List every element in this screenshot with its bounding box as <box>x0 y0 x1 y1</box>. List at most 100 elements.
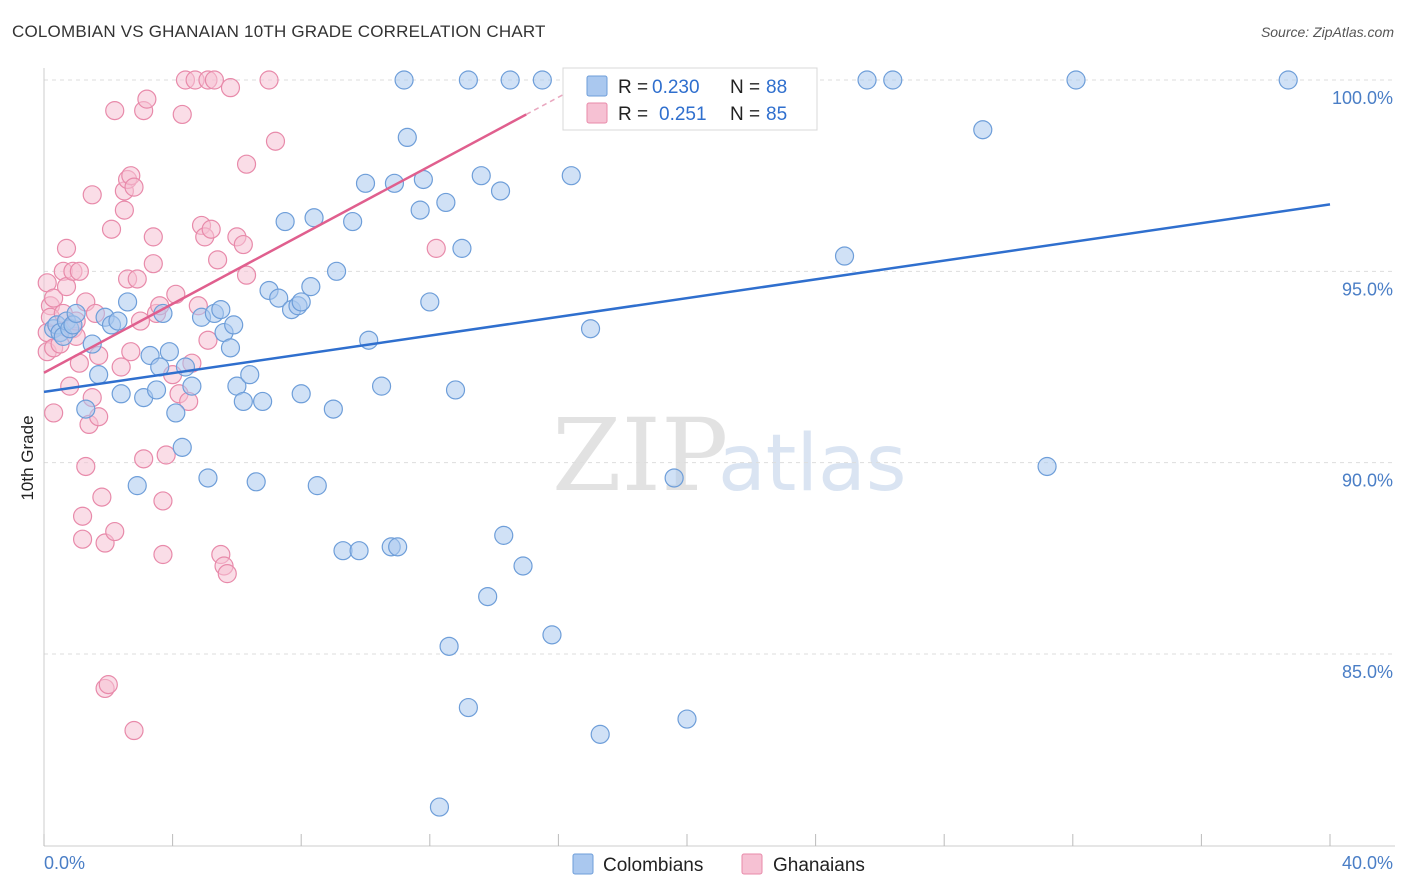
colombians-point-23 <box>166 403 186 423</box>
ghanaians-point-37 <box>111 357 131 377</box>
bottom-legend-colombians: Colombians <box>603 855 703 876</box>
ghanaians-point-35 <box>105 521 125 542</box>
colombians-point-13 <box>108 311 128 331</box>
axes <box>43 68 1395 847</box>
ghanaians-point-50 <box>137 89 157 109</box>
ghanaians-point-56 <box>153 491 173 511</box>
ghanaians-point-57 <box>156 445 176 465</box>
chart-title: COLOMBIAN VS GHANAIAN 10TH GRADE CORRELA… <box>12 22 546 41</box>
colombians-points <box>44 70 1298 817</box>
colombians-point-71 <box>490 181 511 201</box>
colombians-point-85 <box>857 70 877 90</box>
colombians-point-65 <box>439 636 459 656</box>
colombians-point-35 <box>233 391 253 412</box>
bottom-legend: Colombians Ghanaians <box>572 853 865 876</box>
colombians-point-8 <box>76 399 96 419</box>
colombians-point-28 <box>198 468 218 488</box>
ghanaians-point-79 <box>233 234 253 255</box>
colombians-point-32 <box>220 338 241 358</box>
ghanaians-point-11 <box>56 238 77 258</box>
colombians-point-38 <box>253 391 273 412</box>
legend: R = 0.230 N = 88 R = 0.251 N = 85 <box>562 67 818 131</box>
y-axis-title: 10th Grade <box>18 415 37 500</box>
colombians-point-69 <box>471 166 491 186</box>
ghanaians-point-52 <box>143 227 163 247</box>
legend-n-label-2: N = <box>730 104 760 125</box>
ghanaians-point-45 <box>124 177 144 197</box>
ghanaians-point-42 <box>121 342 141 362</box>
ghanaians-point-46 <box>127 269 147 289</box>
ghanaians-point-36 <box>105 101 125 121</box>
colombians-point-88 <box>1037 456 1057 477</box>
ghanaians-point-30 <box>92 487 112 507</box>
bottom-legend-swatch-colombians <box>572 853 594 875</box>
colombians-point-92 <box>291 292 311 312</box>
colombians-point-50 <box>333 541 353 561</box>
colombians-point-36 <box>240 365 260 385</box>
ghanaians-point-48 <box>134 449 154 469</box>
bottom-legend-swatch-ghanaians <box>741 853 763 875</box>
y-tick-label-95: 95.0% <box>1342 279 1393 299</box>
colombians-point-84 <box>834 246 855 266</box>
ghanaians-point-51 <box>143 254 163 274</box>
colombians-point-60 <box>397 127 417 147</box>
legend-swatch-colombians <box>586 75 608 97</box>
colombians-point-75 <box>532 70 552 90</box>
colombians-point-22 <box>159 342 179 362</box>
ghanaians-point-71 <box>201 219 221 239</box>
colombians-point-77 <box>561 166 581 186</box>
y-tick-label-100: 100.0% <box>1332 88 1393 108</box>
y-tick-labels: 85.0% 90.0% 95.0% 100.0% <box>1332 88 1393 682</box>
colombians-point-93 <box>458 697 478 718</box>
ghanaians-point-26 <box>82 185 102 205</box>
legend-n-value-1: 88 <box>766 77 787 98</box>
source-label: Source: ZipAtlas.com <box>1260 24 1394 40</box>
ghanaians-point-59 <box>166 284 186 304</box>
colombians-point-19 <box>146 380 167 400</box>
colombians-point-51 <box>343 211 363 232</box>
colombians-point-37 <box>246 472 266 492</box>
colombians-point-14 <box>111 384 131 404</box>
colombians-point-67 <box>452 238 472 258</box>
colombians-trend-line <box>43 203 1331 394</box>
legend-n-value-2: 85 <box>766 104 787 125</box>
colombians-point-89 <box>1066 70 1086 90</box>
ghanaians-point-19 <box>69 261 89 281</box>
ghanaians-point-76 <box>217 564 237 584</box>
legend-r-label-1: R = <box>618 77 648 98</box>
watermark: ZIP atlas <box>552 397 907 514</box>
colombians-point-52 <box>349 541 369 561</box>
colombians-point-30 <box>211 300 231 320</box>
ghanaians-point-20 <box>72 506 93 526</box>
bottom-legend-ghanaians: Ghanaians <box>773 855 865 876</box>
colombians-point-33 <box>224 315 244 335</box>
legend-r-value-1: 0.230 <box>652 77 700 98</box>
ghanaians-point-72 <box>204 70 224 90</box>
colombians-point-64 <box>436 192 456 213</box>
colombians-point-16 <box>127 476 147 496</box>
watermark-atlas: atlas <box>718 419 907 509</box>
colombians-point-41 <box>275 211 295 232</box>
ghanaians-point-81 <box>236 265 257 285</box>
colombians-point-26 <box>182 376 202 396</box>
ghanaians-point-7 <box>44 288 64 308</box>
colombians-point-59 <box>394 70 414 90</box>
colombians-point-24 <box>172 437 192 457</box>
ghanaians-point-80 <box>236 154 257 174</box>
colombians-point-91 <box>429 797 450 817</box>
colombians-point-47 <box>307 476 327 496</box>
ghanaians-trend-line <box>43 113 527 374</box>
ghanaians-point-73 <box>208 250 228 270</box>
y-tick-label-90: 90.0% <box>1342 471 1393 491</box>
ghanaians-point-77 <box>220 78 241 98</box>
watermark-zip: ZIP <box>552 397 728 514</box>
colombians-point-86 <box>883 70 903 90</box>
colombians-point-66 <box>445 380 466 400</box>
ghanaians-point-84 <box>426 238 446 258</box>
colombians-point-7 <box>66 303 86 324</box>
colombians-point-73 <box>500 70 520 90</box>
y-tick-label-85: 85.0% <box>1342 662 1393 682</box>
ghanaians-point-61 <box>172 104 192 125</box>
colombians-point-76 <box>542 625 562 645</box>
